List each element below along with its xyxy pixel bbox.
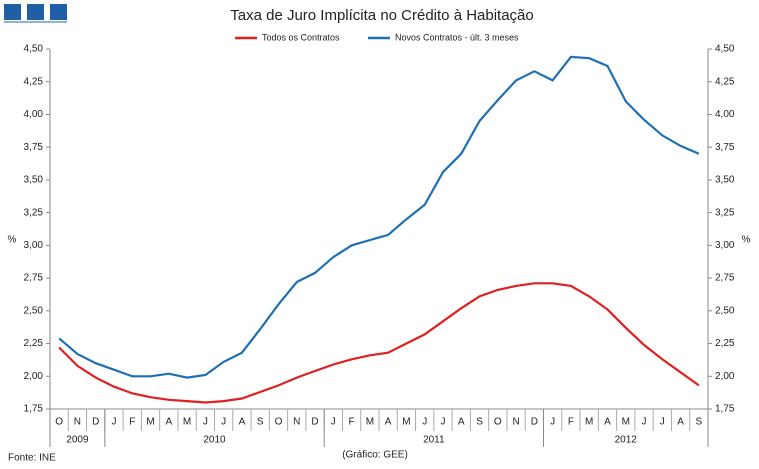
y-tick-label: 3,00 <box>24 240 44 251</box>
x-tick-label: N <box>74 417 81 428</box>
y-tick-label: 4,50 <box>24 44 44 55</box>
y-tick-label: 3,50 <box>24 175 44 186</box>
x-group-label: 2011 <box>423 435 445 446</box>
y2-tick-label: 3,25 <box>715 207 735 218</box>
x-tick-label: M <box>585 417 593 428</box>
logo-square <box>27 4 44 20</box>
logo-square <box>4 4 21 20</box>
x-tick-label: F <box>349 417 355 428</box>
x-tick-label: M <box>366 417 374 428</box>
y-axis-label: % <box>8 235 17 246</box>
x-tick-label: M <box>183 417 191 428</box>
y-tick-label: 2,00 <box>24 371 44 382</box>
source: Fonte: INE <box>8 453 56 464</box>
y-tick-label: 2,25 <box>24 338 44 349</box>
x-tick-label: A <box>458 417 465 428</box>
x-group-label: 2009 <box>66 435 89 446</box>
x-tick-label: M <box>622 417 630 428</box>
y2-tick-label: 4,00 <box>715 109 735 120</box>
x-tick-label: M <box>402 417 410 428</box>
x-tick-label: J <box>440 417 445 428</box>
y2-tick-label: 1,75 <box>715 404 735 415</box>
x-tick-label: A <box>677 417 684 428</box>
x-group-label: 2012 <box>615 435 638 446</box>
y-tick-label: 1,75 <box>24 404 44 415</box>
y-tick-label: 4,00 <box>24 109 44 120</box>
series-line <box>58 282 700 404</box>
credit: (Gráfico: GEE) <box>342 450 408 461</box>
x-group-label: 2010 <box>203 435 226 446</box>
y2-tick-label: 4,50 <box>715 44 735 55</box>
x-tick-label: N <box>512 417 519 428</box>
x-tick-label: S <box>257 417 264 428</box>
y2-tick-label: 3,75 <box>715 142 735 153</box>
x-tick-label: N <box>293 417 300 428</box>
y2-tick-label: 2,00 <box>715 371 735 382</box>
x-tick-label: J <box>550 417 555 428</box>
x-tick-label: J <box>422 417 427 428</box>
chart-title: Taxa de Juro Implícita no Crédito à Habi… <box>230 7 534 24</box>
x-tick-label: F <box>568 417 574 428</box>
y-tick-label: 2,75 <box>24 273 44 284</box>
x-tick-label: J <box>642 417 647 428</box>
x-tick-label: A <box>239 417 246 428</box>
y-tick-label: 3,25 <box>24 207 44 218</box>
legend-label: Novos Contratos - últ. 3 meses <box>395 32 519 42</box>
y-tick-label: 2,50 <box>24 305 44 316</box>
x-tick-label: S <box>476 417 483 428</box>
y2-tick-label: 3,50 <box>715 175 735 186</box>
series-line <box>58 55 700 379</box>
y2-tick-label: 2,75 <box>715 273 735 284</box>
logo-square <box>50 4 67 20</box>
y-tick-label: 4,25 <box>24 76 44 87</box>
x-tick-label: J <box>331 417 336 428</box>
x-tick-label: O <box>55 417 63 428</box>
x-tick-label: O <box>275 417 283 428</box>
y2-axis-label: % <box>742 235 751 246</box>
y2-tick-label: 2,50 <box>715 305 735 316</box>
y2-tick-label: 2,25 <box>715 338 735 349</box>
x-tick-label: J <box>660 417 665 428</box>
x-tick-label: J <box>221 417 226 428</box>
x-tick-label: J <box>203 417 208 428</box>
y2-tick-label: 4,25 <box>715 76 735 87</box>
x-tick-label: D <box>531 417 538 428</box>
x-tick-label: S <box>696 417 703 428</box>
y2-tick-label: 3,00 <box>715 240 735 251</box>
y-tick-label: 3,75 <box>24 142 44 153</box>
x-tick-label: A <box>385 417 392 428</box>
x-tick-label: D <box>311 417 318 428</box>
x-tick-label: D <box>92 417 99 428</box>
x-tick-label: M <box>146 417 154 428</box>
legend-label: Todos os Contratos <box>262 32 340 42</box>
x-tick-label: A <box>165 417 172 428</box>
x-tick-label: A <box>604 417 611 428</box>
x-tick-label: J <box>111 417 116 428</box>
x-tick-label: F <box>129 417 135 428</box>
x-tick-label: O <box>494 417 502 428</box>
